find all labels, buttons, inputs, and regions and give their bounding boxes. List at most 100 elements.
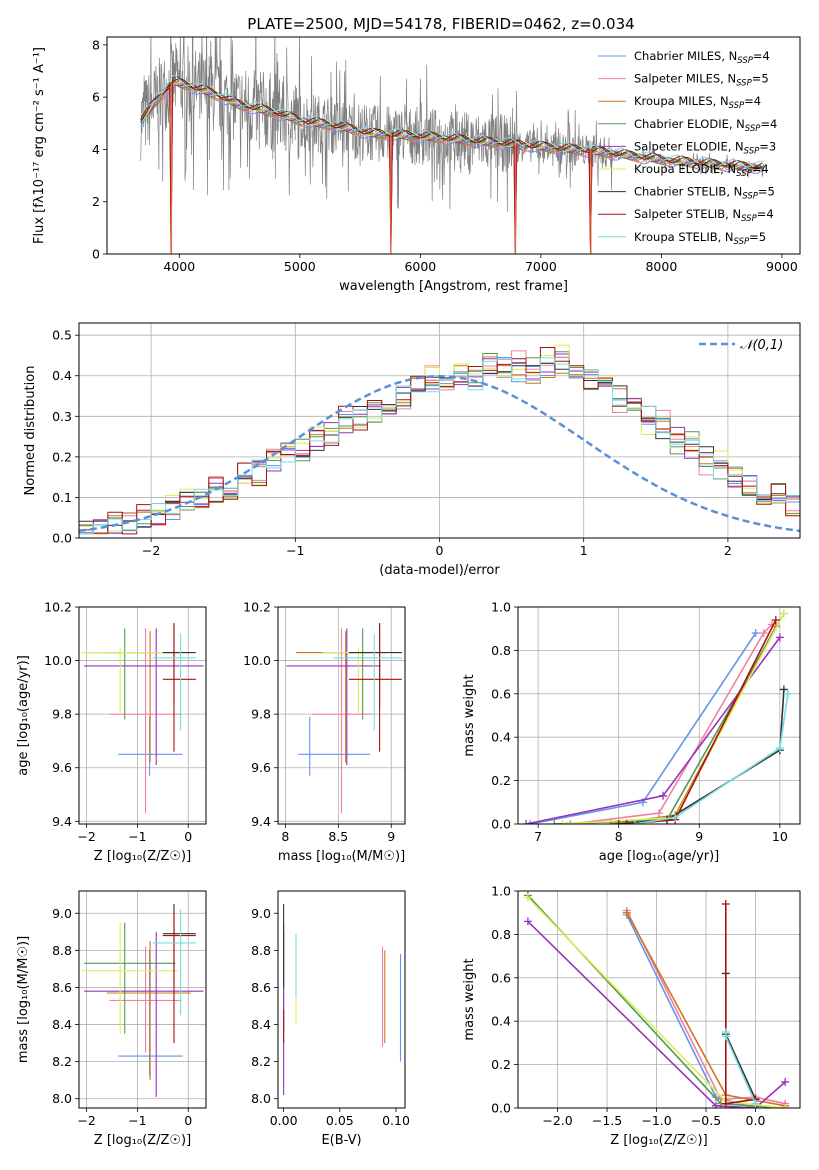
y-tick-label: 8.0	[251, 1091, 271, 1106]
y-tick-label: 8.8	[52, 943, 72, 958]
x-tick-label: 5000	[284, 259, 316, 274]
weight-line	[725, 904, 756, 1105]
x-tick-label: −0.5	[691, 1113, 721, 1128]
y-tick-label: 8.4	[251, 1017, 271, 1032]
x-tick-label: 8	[615, 829, 623, 844]
x-tick-label: 0.00	[270, 1113, 298, 1128]
plot-area	[522, 609, 792, 824]
axes-weight-vs-age: 7 8 9 10 0.0 0.2 0.4 0.6 0.8 1.0 age [log₁₀(age/yr…	[462, 600, 801, 864]
axes-residuals: −2 −1 0 1 2 0.0 0.1 0.2 0.3 0.4 0.5 (data-model)/er…	[23, 322, 801, 578]
model-spectrum	[140, 81, 763, 171]
weight-marker	[522, 820, 531, 824]
x-tick-label: 8	[281, 829, 289, 844]
y-tick-label: 8.8	[251, 943, 271, 958]
normal-curve	[79, 374, 800, 533]
y-tick-label: 9.8	[52, 707, 72, 722]
y-axis-label: mass [log₁₀(M/M☉)]	[16, 936, 31, 1063]
model-spectrum	[140, 78, 763, 170]
weight-marker	[721, 1032, 730, 1041]
y-tick-label: 0.0	[491, 817, 511, 832]
axes-weight-vs-Z: −2.0 −1.5 −1.0 −0.5 0.0 0.0 0.2 0.4 0.6 0.8 1.0 Z […	[462, 884, 801, 1148]
axes-age-vs-Z: −2 −1 0 9.4 9.6 9.8 10.0 10.2 Z [log₁₀(Z/Z☉)] age…	[16, 600, 207, 864]
y-axis-label: Normed distribution	[23, 366, 38, 496]
x-tick-label: 8.5	[328, 829, 348, 844]
weight-marker	[622, 820, 631, 824]
y-tick-label: 9.6	[52, 760, 72, 775]
weight-line	[634, 693, 789, 824]
x-axis-label: age [log₁₀(age/yr)]	[599, 849, 720, 864]
x-tick-label: 2	[724, 543, 732, 558]
x-tick-label: 0.05	[326, 1113, 354, 1128]
plot-area	[283, 903, 402, 1096]
x-axis-label: E(B-V)	[321, 1133, 361, 1148]
weight-line	[562, 613, 785, 824]
y-tick-label: 1.0	[491, 884, 511, 899]
y-tick-label: 8.6	[52, 980, 72, 995]
weight-marker	[566, 820, 575, 824]
y-tick-label: 0.6	[491, 686, 511, 701]
plot-area	[140, 37, 765, 254]
plot-area	[81, 623, 204, 814]
weight-marker	[751, 629, 760, 638]
x-axis-label: Z [log₁₀(Z/Z☉)]	[94, 849, 191, 864]
y-tick-label: 9.4	[52, 814, 72, 829]
x-tick-label: −1.5	[592, 1113, 622, 1128]
weight-marker	[550, 820, 559, 824]
legend-label: 𝒩(0,1)	[740, 338, 783, 353]
weight-line	[725, 973, 757, 1100]
y-tick-label: 9.0	[52, 906, 72, 921]
axes-frame	[517, 890, 801, 1109]
observed-spectrum	[140, 37, 765, 212]
y-tick-label: 4	[92, 142, 100, 157]
y-tick-label: 0.6	[491, 970, 511, 985]
legend-label: Chabrier ELODIE, NSSP=4	[634, 117, 777, 134]
axes-spectrum: 4000 5000 6000 7000 8000 9000 0 2 4 6 8 wavelength …	[32, 36, 801, 294]
y-tick-label: 8.2	[251, 1054, 271, 1069]
y-tick-label: 0.2	[52, 449, 72, 464]
residual-histogram	[79, 362, 800, 531]
legend-label: Salpeter ELODIE, NSSP=3	[634, 139, 776, 156]
y-axis-label: mass weight	[462, 674, 477, 756]
weight-marker	[711, 1101, 720, 1108]
plot-area	[286, 623, 402, 814]
weight-marker	[775, 633, 784, 642]
y-tick-label: 9.4	[251, 814, 271, 829]
y-tick-label: 8.6	[251, 980, 271, 995]
weight-marker	[523, 917, 532, 926]
y-tick-label: 9.6	[251, 760, 271, 775]
x-tick-label: 8000	[645, 259, 677, 274]
x-axis-label: Z [log₁₀(Z/Z☉)]	[94, 1133, 191, 1148]
x-tick-label: 9000	[766, 259, 798, 274]
plot-area	[523, 891, 790, 1108]
y-tick-label: 10.0	[243, 653, 271, 668]
weight-marker	[659, 791, 668, 800]
y-tick-label: 0.4	[52, 368, 72, 383]
weight-marker	[759, 629, 768, 638]
weight-marker	[721, 900, 730, 909]
x-axis-label: (data-model)/error	[379, 563, 500, 578]
x-tick-label: 4000	[163, 259, 195, 274]
x-tick-label: 7	[534, 829, 542, 844]
weight-marker	[751, 1099, 760, 1108]
x-tick-label: 9	[695, 829, 703, 844]
weight-marker	[775, 744, 784, 753]
y-tick-label: 10.2	[243, 600, 271, 615]
y-tick-label: 6	[92, 90, 100, 105]
y-tick-label: 8.0	[52, 1091, 72, 1106]
axes-mass-vs-EBV: 0.00 0.05 0.10 8.0 8.2 8.4 8.6 8.8 9.0 E(B-V)	[251, 890, 410, 1148]
y-tick-label: 0.1	[52, 490, 72, 505]
x-tick-label: −2.0	[542, 1113, 572, 1128]
y-tick-label: 0.4	[491, 1014, 511, 1029]
x-tick-label: 1	[580, 543, 588, 558]
weight-marker	[526, 820, 535, 824]
y-axis-label: age [log₁₀(age/yr)]	[16, 655, 31, 776]
residual-histogram	[79, 357, 800, 535]
weight-marker	[779, 685, 788, 694]
weight-marker	[721, 1099, 730, 1108]
x-tick-label: −2	[142, 543, 160, 558]
x-tick-label: 0.10	[382, 1113, 410, 1128]
x-tick-label: −1	[128, 1113, 146, 1128]
x-axis-label: Z [log₁₀(Z/Z☉)]	[610, 1133, 707, 1148]
x-tick-label: 0	[436, 543, 444, 558]
